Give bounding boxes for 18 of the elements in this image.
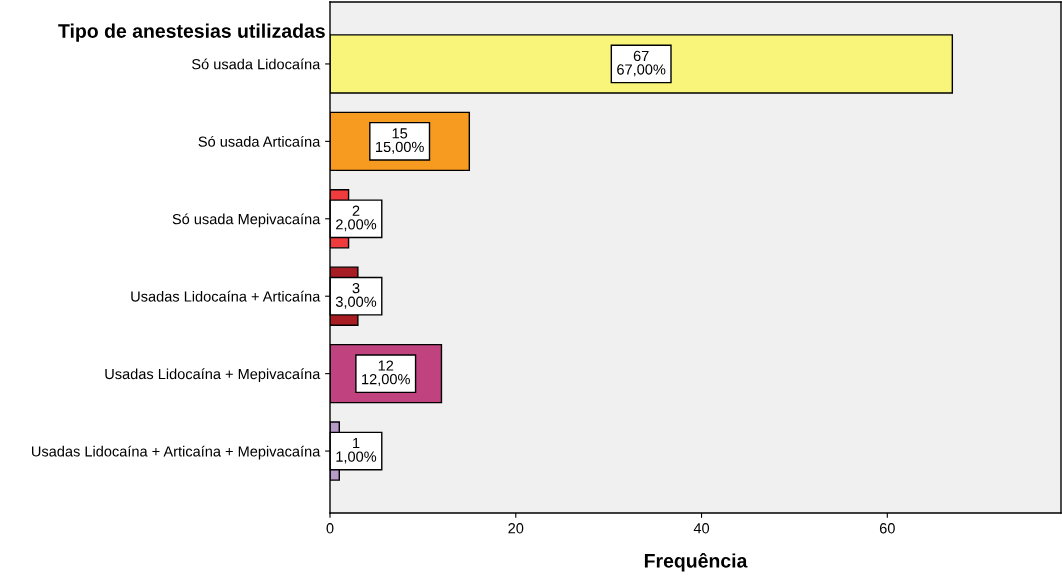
data-label: 1 1,00%	[336, 438, 377, 464]
y-tick-label: Só usada Lidocaína	[192, 58, 321, 70]
x-tick-label: 0	[326, 523, 334, 534]
data-label: 15 15,00%	[376, 128, 424, 154]
data-label: 2 2,00%	[336, 205, 377, 232]
x-tick-label: 60	[879, 523, 895, 534]
x-tick-label: 20	[508, 523, 524, 534]
x-tick-label: 40	[693, 523, 710, 534]
y-tick-label: Só usada Articaína	[198, 135, 321, 147]
x-axis-title: Frequência	[644, 552, 748, 572]
y-tick-label: Usadas Lidocaína + Articaína	[131, 290, 321, 302]
data-label: 67 67,00%	[617, 50, 666, 77]
data-label: 3 3,00%	[335, 283, 377, 309]
y-tick-label: Usadas Lidocaína + Articaína + Mepivacaína	[32, 445, 321, 460]
y-tick-label: Só usada Mepivacaína	[172, 213, 321, 228]
y-axis-title: Tipo de anestesias utilizadas	[58, 23, 325, 42]
data-label: 12 12,00%	[362, 360, 410, 387]
y-tick-label: Usadas Lidocaína + Mepivacaína	[105, 368, 321, 383]
